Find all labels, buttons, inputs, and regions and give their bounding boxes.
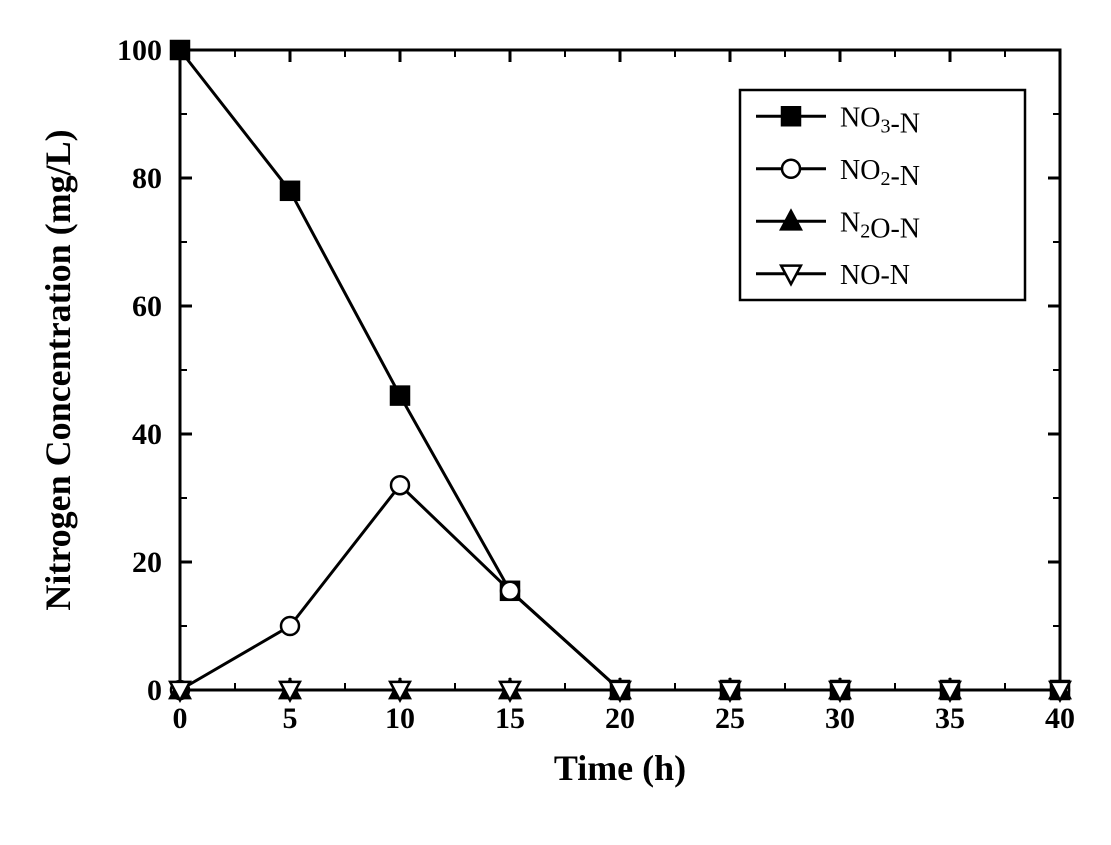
y-tick-label: 40 bbox=[132, 418, 162, 451]
legend-label-non: NO-N bbox=[840, 260, 910, 291]
y-axis-label: Nitrogen Concentration (mg/L) bbox=[38, 129, 78, 610]
x-tick-label: 10 bbox=[385, 702, 415, 735]
x-tick-label: 40 bbox=[1045, 702, 1075, 735]
x-axis-label: Time (h) bbox=[554, 748, 686, 788]
x-tick-label: 5 bbox=[283, 702, 298, 735]
legend: NO3-NNO2-NN2O-NNO-N bbox=[740, 90, 1025, 300]
x-tick-label: 25 bbox=[715, 702, 745, 735]
x-tick-label: 35 bbox=[935, 702, 965, 735]
x-tick-label: 30 bbox=[825, 702, 855, 735]
y-tick-label: 0 bbox=[147, 674, 162, 707]
x-tick-label: 15 bbox=[495, 702, 525, 735]
y-tick-label: 60 bbox=[132, 290, 162, 323]
x-tick-label: 20 bbox=[605, 702, 635, 735]
y-tick-label: 80 bbox=[132, 162, 162, 195]
x-tick-label: 0 bbox=[173, 702, 188, 735]
y-tick-label: 20 bbox=[132, 546, 162, 579]
chart-svg: 0 5 10 15 20 25 30 35 40 0 20 40 60 80 100 Time (h) Nitr… bbox=[0, 0, 1111, 845]
nitrogen-concentration-chart: 0 5 10 15 20 25 30 35 40 0 20 40 60 80 100 Time (h) Nitr… bbox=[0, 0, 1111, 845]
y-tick-label: 100 bbox=[117, 34, 162, 67]
